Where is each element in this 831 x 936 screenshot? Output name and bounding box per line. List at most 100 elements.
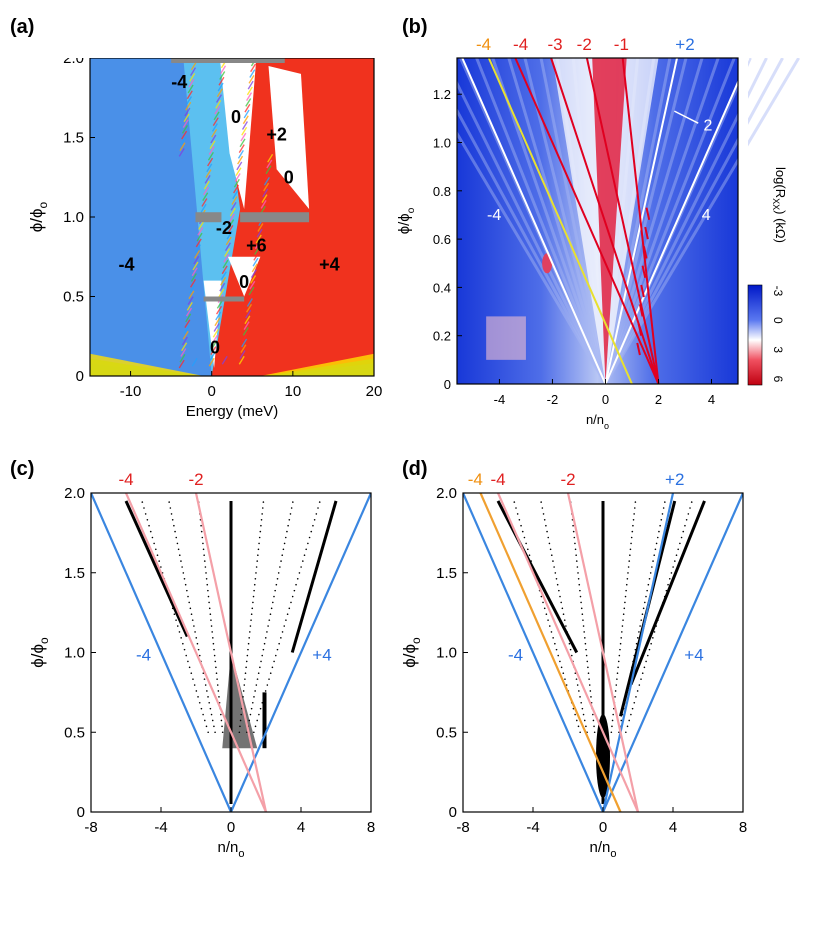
colorbar-tick-label: 0: [771, 317, 785, 324]
fan-dot: [552, 560, 554, 562]
fan-dot: [674, 560, 676, 562]
fan-dot: [617, 666, 619, 669]
fractal-stroke: [234, 173, 241, 182]
b-streak: [443, 57, 607, 385]
fan-dot: [168, 501, 170, 503]
fractal-stroke: [211, 340, 218, 350]
fan-dot: [170, 513, 173, 515]
fan-dot: [646, 589, 648, 592]
fan-dot: [204, 684, 207, 686]
b-streak: [491, 57, 607, 385]
fan-dot: [547, 619, 549, 621]
fan-dot: [151, 536, 154, 539]
fractal-stroke: [215, 305, 223, 315]
b-line-leader: [674, 110, 699, 124]
fan-dot: [289, 513, 292, 515]
fan-dot: [684, 524, 686, 527]
c-xtick-label: -4: [154, 819, 167, 836]
fan-dot: [186, 589, 188, 592]
fractal-stroke: [233, 184, 240, 194]
fan-dot: [270, 607, 273, 610]
fractal-stroke: [238, 144, 245, 153]
fan-dot: [212, 637, 214, 639]
fan-dot: [575, 554, 577, 557]
fan-dot: [264, 690, 267, 692]
fractal-stroke: [202, 192, 209, 202]
fractal-stroke: [260, 200, 267, 209]
b-mask-left: [401, 58, 457, 384]
fractal-stroke: [242, 115, 249, 125]
fan-dot: [220, 713, 222, 716]
fan-dot: [203, 560, 206, 562]
fractal-stroke: [214, 317, 221, 327]
fan-dot: [187, 595, 189, 598]
mask-left: [31, 493, 91, 812]
fractal-stroke: [215, 94, 223, 103]
fractal-stroke: [241, 126, 248, 136]
fan-dot: [611, 719, 614, 722]
fan-dot: [171, 518, 174, 521]
b-red-dash: [637, 323, 643, 336]
fan-dot: [648, 578, 651, 580]
fan-dot: [173, 524, 175, 527]
fan-dot: [672, 566, 674, 568]
fan-dot: [552, 637, 554, 639]
fan-dot: [183, 578, 186, 580]
fan-dot: [193, 684, 196, 686]
fan-dot: [197, 648, 200, 651]
fan-dot: [623, 607, 626, 610]
b-ytick-label: 1.0: [433, 136, 451, 151]
b-fan-line: [621, 57, 660, 385]
b-streak: [603, 57, 688, 385]
fan-dot: [208, 607, 211, 610]
fan-dot: [513, 501, 516, 503]
fractal-stroke: [261, 194, 268, 203]
fan-dot: [670, 572, 673, 574]
fan-dot: [203, 678, 206, 680]
fan-dot: [554, 642, 556, 645]
fan-dot: [178, 554, 181, 557]
fan-dot: [250, 613, 253, 616]
fan-dot: [317, 507, 319, 509]
fan-dot: [254, 725, 257, 728]
fan-dot: [254, 578, 257, 580]
fractal-stroke: [245, 98, 252, 107]
fan-dot: [256, 560, 259, 562]
fan-dot: [144, 513, 147, 515]
fractal-stroke: [224, 248, 231, 257]
side-label: -4: [136, 645, 151, 664]
fan-dot: [203, 719, 206, 722]
fan-dot: [242, 690, 245, 692]
fan-dot: [616, 672, 619, 675]
fan-dot: [649, 572, 652, 574]
fan-dot: [619, 648, 621, 651]
fan-dot: [563, 619, 566, 621]
fan-dot: [207, 595, 210, 598]
fractal-stroke: [263, 182, 270, 192]
fan-dot: [206, 690, 208, 692]
fractal-stroke: [263, 176, 270, 186]
fan-dot: [579, 731, 581, 734]
b-top-label: -2: [577, 35, 592, 54]
region-white-low: [203, 280, 222, 369]
mask-left: [403, 493, 463, 812]
fractal-stroke: [221, 355, 228, 365]
fan-dot: [209, 613, 212, 616]
fractal-stroke: [229, 207, 236, 217]
fractal-stroke: [240, 132, 247, 142]
fractal-stroke: [211, 334, 218, 344]
fractal-stroke: [210, 346, 217, 355]
fan-dot: [690, 501, 693, 503]
fan-dot: [202, 548, 205, 551]
d-xlabel: n/no: [590, 839, 617, 860]
panel-c-letter: (c): [10, 458, 35, 480]
panel-d: -4 -4 -2 +2 -4 +4 -8 -4 0 4 8 0 0.5 1.0 1.5 2.0 n/no ϕ/ϕ…: [400, 453, 803, 860]
fan-dot: [290, 601, 292, 604]
fan-bar: [262, 692, 267, 749]
fractal-stroke: [250, 63, 257, 73]
b-fan-line: [604, 57, 750, 385]
panel-c-plot-area: -4 -2 -4 +4: [31, 453, 431, 813]
fan-dot: [574, 542, 576, 545]
fan-dot: [261, 507, 264, 509]
fan-dot: [288, 607, 291, 610]
